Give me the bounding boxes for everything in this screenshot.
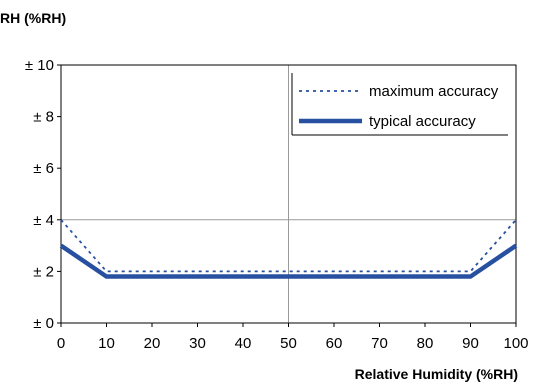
legend-label: typical accuracy (369, 113, 476, 130)
y-axis-ticks: ± 0 ± 2 ± 4 ± 6 ± 8 ± 10 (25, 57, 61, 332)
x-tick-label: 10 (98, 335, 115, 352)
x-tick-label: 80 (417, 335, 434, 352)
y-tick-label: ± 8 (33, 109, 54, 126)
x-tick-label: 90 (462, 335, 479, 352)
y-tick-label: ± 6 (33, 160, 54, 177)
x-tick-label: 40 (235, 335, 252, 352)
y-tick-label: ± 4 (33, 212, 54, 229)
legend: maximum accuracy typical accuracy (291, 73, 508, 136)
legend-label: maximum accuracy (369, 83, 499, 100)
series-typical-accuracy-line (59, 243, 518, 279)
x-tick-label: 0 (57, 335, 65, 352)
y-tick-label: ± 2 (33, 263, 54, 280)
x-tick-label: 100 (503, 335, 528, 352)
grid (61, 65, 516, 323)
y-tick-label: ± 0 (33, 315, 54, 332)
y-axis-label: RH (%RH) (0, 10, 66, 26)
x-tick-label: 20 (144, 335, 161, 352)
y-tick-label: ± 10 (25, 57, 54, 74)
x-axis-ticks: 0 10 20 30 40 50 60 70 80 90 100 (57, 323, 529, 352)
x-tick-label: 50 (280, 335, 297, 352)
x-tick-label: 30 (189, 335, 206, 352)
series-layer (59, 219, 518, 279)
x-tick-label: 60 (326, 335, 343, 352)
x-tick-label: 70 (371, 335, 388, 352)
x-axis-label: Relative Humidity (%RH) (355, 366, 518, 382)
